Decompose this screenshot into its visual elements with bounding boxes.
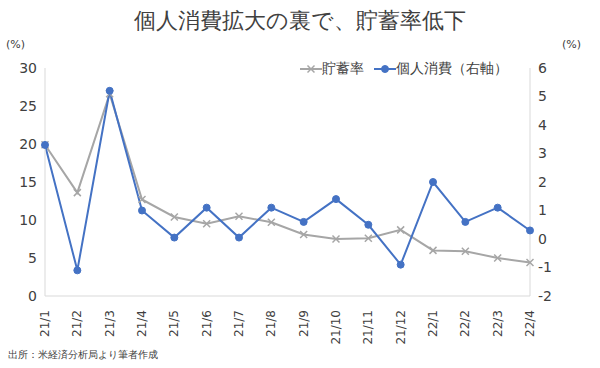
svg-text:21/12: 21/12 xyxy=(394,310,408,345)
svg-text:21/6: 21/6 xyxy=(200,310,214,337)
svg-text:21/9: 21/9 xyxy=(297,310,311,337)
svg-text:22/1: 22/1 xyxy=(426,310,440,337)
svg-text:0: 0 xyxy=(28,288,37,304)
svg-text:22/3: 22/3 xyxy=(491,310,505,337)
svg-text:21/4: 21/4 xyxy=(135,310,149,337)
html-text:個人消費（右軸）: 個人消費（右軸） xyxy=(396,60,508,76)
svg-text:21/3: 21/3 xyxy=(103,310,117,337)
svg-text:20: 20 xyxy=(19,136,37,152)
svg-text:2: 2 xyxy=(538,174,547,190)
svg-text:5: 5 xyxy=(28,250,37,266)
svg-text:1: 1 xyxy=(538,202,547,218)
svg-text:30: 30 xyxy=(19,60,37,76)
svg-text:21/2: 21/2 xyxy=(70,310,84,337)
svg-text:5: 5 xyxy=(538,88,547,104)
svg-text:21/8: 21/8 xyxy=(264,310,278,337)
svg-text:21/11: 21/11 xyxy=(361,310,375,345)
svg-text:4: 4 xyxy=(538,117,547,133)
html-text:個人消費拡大の裏で、貯蓄率低下: 個人消費拡大の裏で、貯蓄率低下 xyxy=(134,8,466,33)
svg-text:25: 25 xyxy=(19,98,37,114)
svg-text:0: 0 xyxy=(538,231,547,247)
svg-text:21/5: 21/5 xyxy=(167,310,181,337)
svg-text:21/1: 21/1 xyxy=(38,310,52,337)
html-text:出所：米経済分析局より筆者作成: 出所：米経済分析局より筆者作成 xyxy=(8,349,158,360)
html-text:貯蓄率: 貯蓄率 xyxy=(322,60,364,76)
svg-text:-1: -1 xyxy=(538,259,552,275)
svg-text:3: 3 xyxy=(538,145,547,161)
svg-text:21/7: 21/7 xyxy=(232,310,246,337)
svg-text:22/2: 22/2 xyxy=(458,310,472,337)
svg-text:15: 15 xyxy=(19,174,37,190)
svg-text:10: 10 xyxy=(19,212,37,228)
svg-text:-2: -2 xyxy=(538,288,552,304)
svg-text:21/10: 21/10 xyxy=(329,310,343,345)
svg-text:22/4: 22/4 xyxy=(523,310,537,337)
svg-text:6: 6 xyxy=(538,60,547,76)
